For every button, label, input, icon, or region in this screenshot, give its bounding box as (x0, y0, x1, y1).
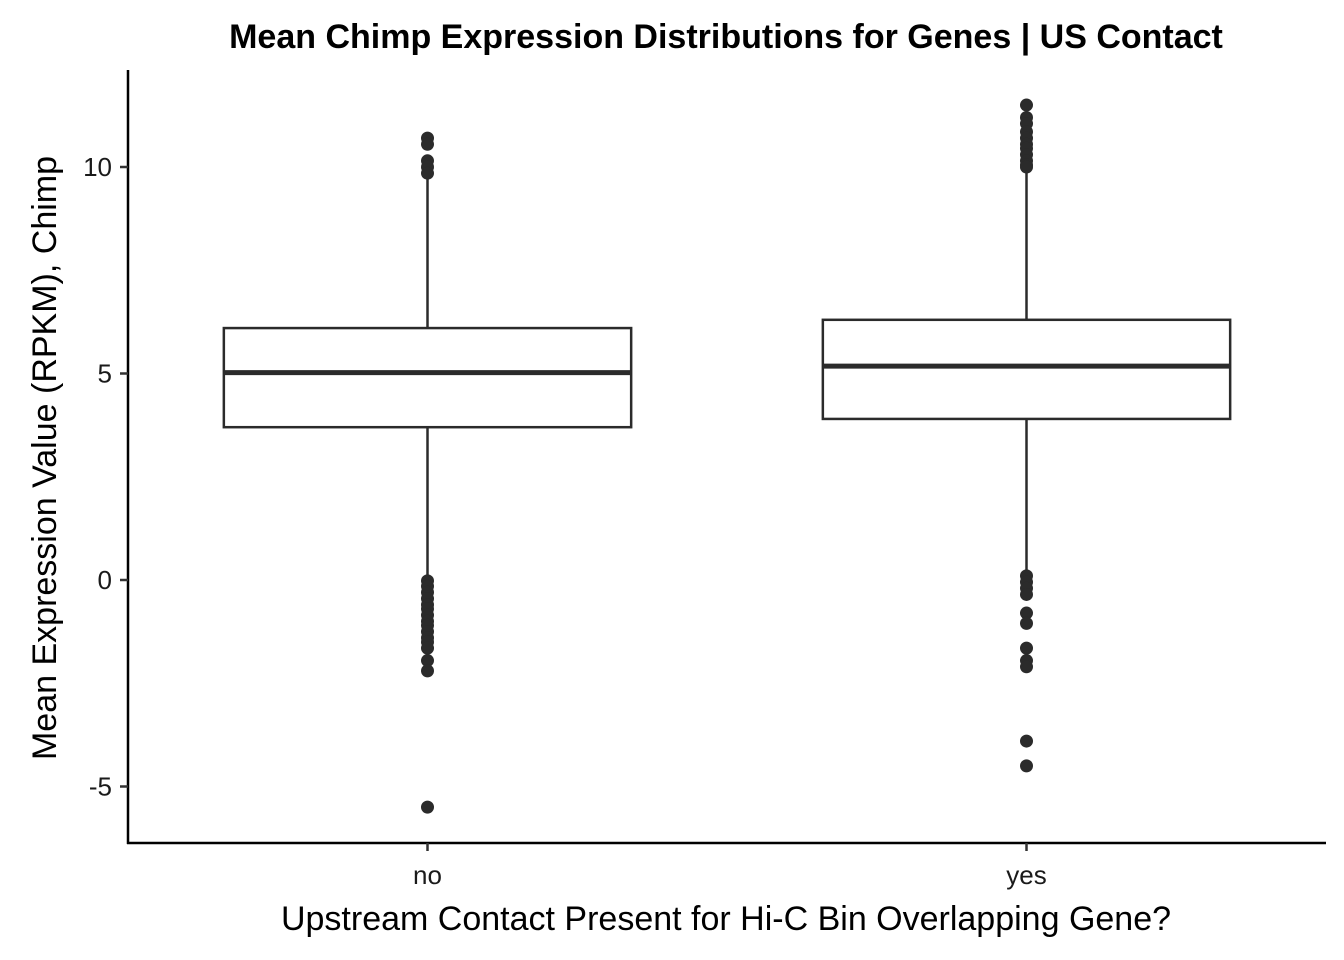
y-axis-ticks: -5 0 5 10 (83, 152, 128, 802)
plot-area (222, 98, 1232, 814)
y-tick-label: 0 (98, 565, 112, 595)
x-axis-ticks: no yes (413, 843, 1047, 890)
y-tick-label: -5 (89, 772, 112, 802)
box-group-no (222, 131, 633, 814)
outlier-point-yes (1020, 160, 1033, 174)
box-yes (821, 318, 1232, 421)
outlier-point-yes (1020, 660, 1033, 674)
outlier-point-no (421, 800, 434, 814)
box-group-yes (821, 98, 1232, 773)
outlier-point-no (421, 641, 434, 655)
y-axis-label: Mean Expression Value (RPKM), Chimp (26, 156, 64, 760)
y-tick-label: 5 (98, 359, 112, 389)
outlier-point-no (421, 654, 434, 668)
outlier-point-yes (1020, 606, 1033, 620)
outlier-point-yes (1020, 734, 1033, 748)
box-no (222, 326, 633, 429)
outlier-point-yes (1020, 587, 1033, 601)
outlier-point-no (421, 137, 434, 151)
outlier-point-no (421, 664, 434, 678)
outlier-point-yes (1020, 98, 1033, 112)
outlier-point-no (421, 166, 434, 180)
y-tick-label: 10 (83, 152, 112, 182)
outlier-point-yes (1020, 616, 1033, 630)
outlier-point-yes (1020, 641, 1033, 655)
x-axis-label: Upstream Contact Present for Hi-C Bin Ov… (281, 900, 1171, 938)
outlier-point-yes (1020, 759, 1033, 773)
x-tick-label: yes (1006, 860, 1046, 890)
x-tick-label: no (413, 860, 442, 890)
chart-title: Mean Chimp Expression Distributions for … (229, 18, 1223, 56)
